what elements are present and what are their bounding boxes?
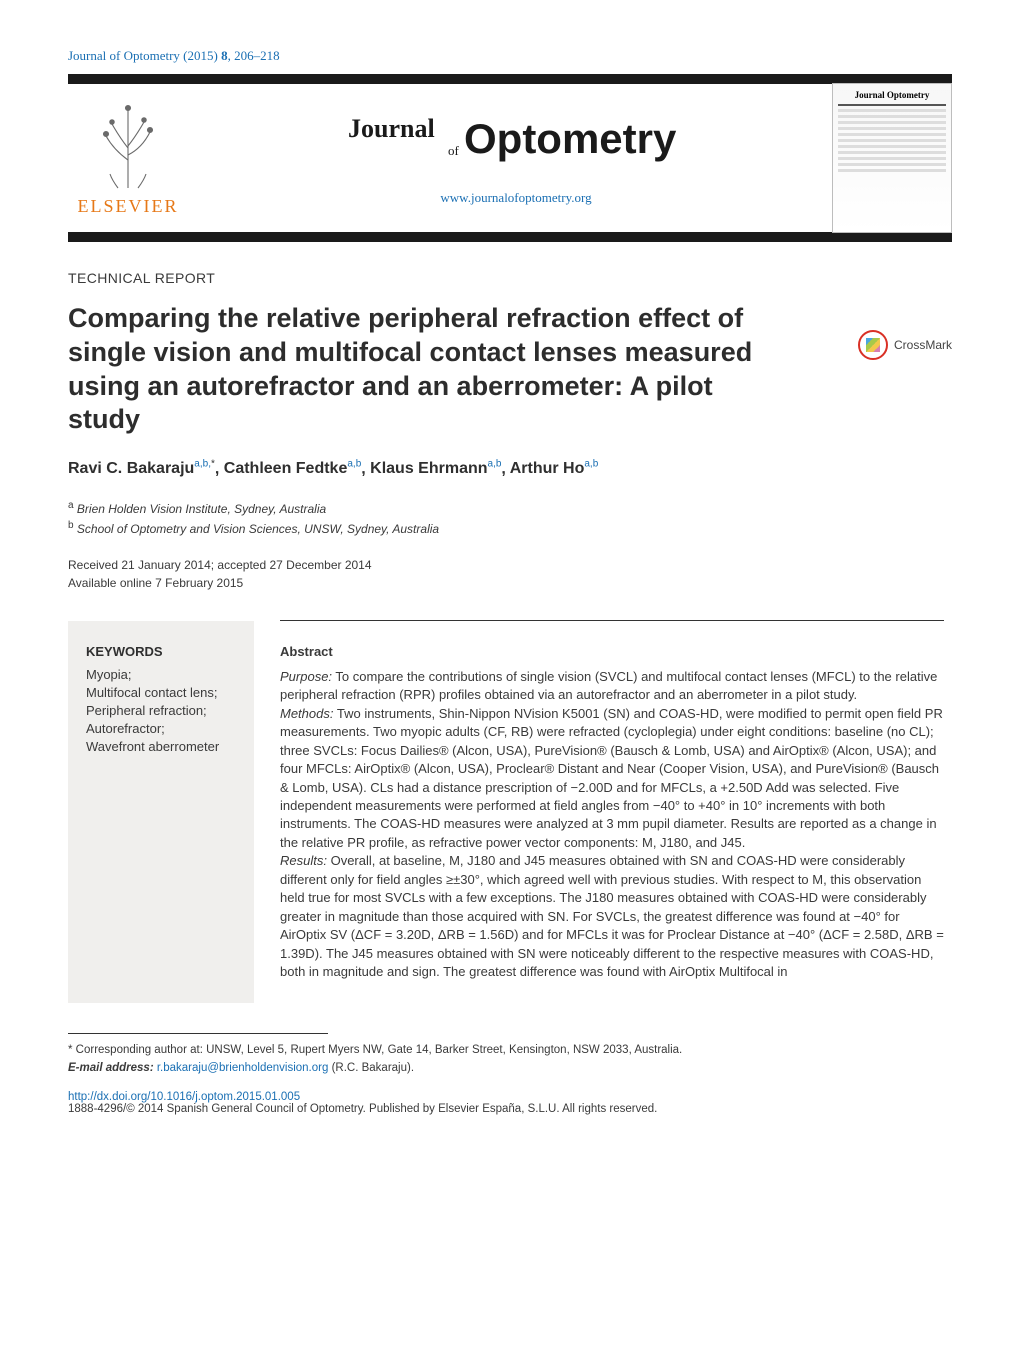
abstract-column: Abstract Purpose: To compare the contrib…: [254, 621, 952, 1003]
article-title: Comparing the relative peripheral refrac…: [68, 302, 788, 437]
affiliation-b: School of Optometry and Vision Sciences,…: [77, 522, 439, 536]
journal-website-link[interactable]: www.journalofoptometry.org: [200, 190, 832, 206]
author-1: Ravi C. Bakarajua,b,*: [68, 460, 215, 477]
author-2: Cathleen Fedtkea,b: [224, 460, 362, 477]
running-head: Journal of Optometry (2015) 8, 206–218: [68, 48, 952, 64]
corr-address: * Corresponding author at: UNSW, Level 5…: [68, 1042, 952, 1059]
copyright-line: 1888-4296/© 2014 Spanish General Council…: [68, 1103, 952, 1115]
keywords-heading: KEYWORDS: [86, 643, 240, 661]
doi-block: http://dx.doi.org/10.1016/j.optom.2015.0…: [68, 1091, 952, 1103]
journal-optometry-logo: Journal of Optometry: [286, 111, 746, 171]
author-4: Arthur Hoa,b: [510, 460, 599, 477]
abstract-container: KEYWORDS Myopia; Multifocal contact lens…: [68, 620, 952, 1003]
affiliation-a: Brien Holden Vision Institute, Sydney, A…: [77, 502, 326, 516]
journal-title-block: Journal of Optometry www.journalofoptome…: [200, 111, 832, 206]
svg-text:of: of: [448, 143, 460, 158]
authors-line: Ravi C. Bakarajua,b,*, Cathleen Fedtkea,…: [68, 459, 952, 478]
abstract-purpose: Purpose: To compare the contributions of…: [280, 668, 944, 705]
elsevier-wordmark: ELSEVIER: [78, 196, 179, 217]
crossmark-badge[interactable]: CrossMark: [858, 330, 952, 360]
abstract-results: Results: Overall, at baseline, M, J180 a…: [280, 852, 944, 981]
corr-email-link[interactable]: r.bakaraju@brienholdenvision.org: [157, 1062, 329, 1074]
doi-link[interactable]: http://dx.doi.org/10.1016/j.optom.2015.0…: [68, 1091, 300, 1103]
abstract-heading: Abstract: [280, 643, 944, 661]
journal-cover-thumbnail: Journal Optometry: [832, 83, 952, 233]
crossmark-label: CrossMark: [894, 338, 952, 352]
article-dates: Received 21 January 2014; accepted 27 De…: [68, 556, 952, 592]
abstract-methods: Methods: Two instruments, Shin-Nippon NV…: [280, 705, 944, 853]
svg-text:Optometry: Optometry: [464, 115, 677, 162]
cite-volume: 8: [221, 48, 228, 63]
keywords-list: Myopia; Multifocal contact lens; Periphe…: [86, 666, 240, 757]
elsevier-logo: ELSEVIER: [68, 84, 188, 232]
svg-text:Journal: Journal: [348, 114, 435, 143]
available-online: Available online 7 February 2015: [68, 574, 952, 592]
corresponding-author-note: * Corresponding author at: UNSW, Level 5…: [68, 1042, 952, 1077]
cover-title: Journal Optometry: [838, 90, 946, 100]
mast-head: ELSEVIER Journal of Optometry www.journa…: [68, 74, 952, 242]
cite-pages: 206–218: [234, 48, 280, 63]
affiliations: a Brien Holden Vision Institute, Sydney,…: [68, 498, 952, 538]
elsevier-tree-icon: [88, 100, 168, 190]
cite-year: (2015): [183, 48, 218, 63]
received-accepted: Received 21 January 2014; accepted 27 De…: [68, 556, 952, 574]
corr-email-owner: (R.C. Bakaraju).: [332, 1062, 414, 1074]
article-type-label: TECHNICAL REPORT: [68, 270, 952, 286]
keywords-column: KEYWORDS Myopia; Multifocal contact lens…: [68, 621, 254, 1003]
email-label: E-mail address:: [68, 1062, 154, 1074]
journal-name-link[interactable]: Journal of Optometry: [68, 48, 180, 63]
crossmark-icon: [858, 330, 888, 360]
footnote-rule: [68, 1033, 328, 1034]
author-3: Klaus Ehrmanna,b: [370, 460, 501, 477]
